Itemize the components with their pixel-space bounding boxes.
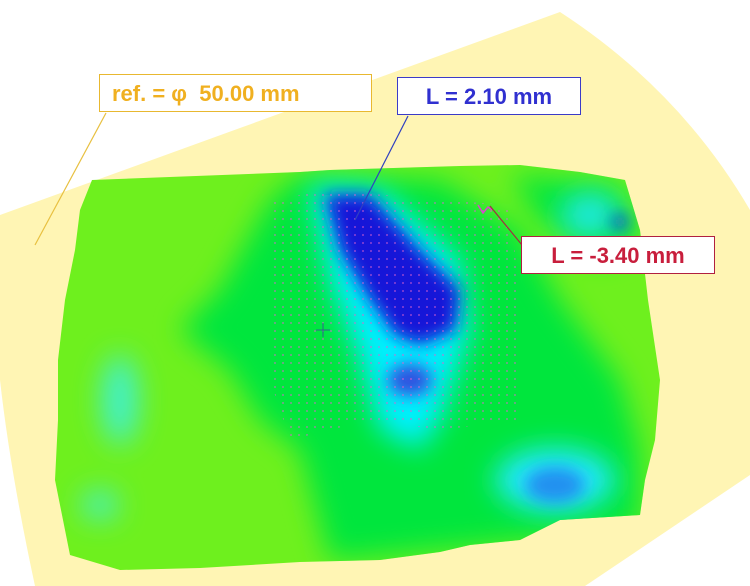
max-deviation-label: L = 2.10 mm	[397, 77, 581, 115]
reference-leader-line	[34, 112, 107, 246]
min-deviation-label: L = -3.40 mm	[521, 236, 715, 274]
scan-surface	[55, 165, 660, 570]
min-point-marker-icon	[477, 204, 493, 215]
max-leader-line	[354, 115, 409, 221]
min-leader-line	[489, 205, 523, 246]
reference-diameter-label: ref. = φ 50.00 mm	[99, 74, 372, 112]
center-crosshair-icon	[316, 323, 330, 337]
